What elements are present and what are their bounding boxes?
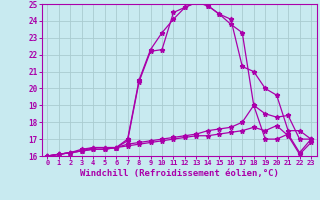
X-axis label: Windchill (Refroidissement éolien,°C): Windchill (Refroidissement éolien,°C) [80,169,279,178]
